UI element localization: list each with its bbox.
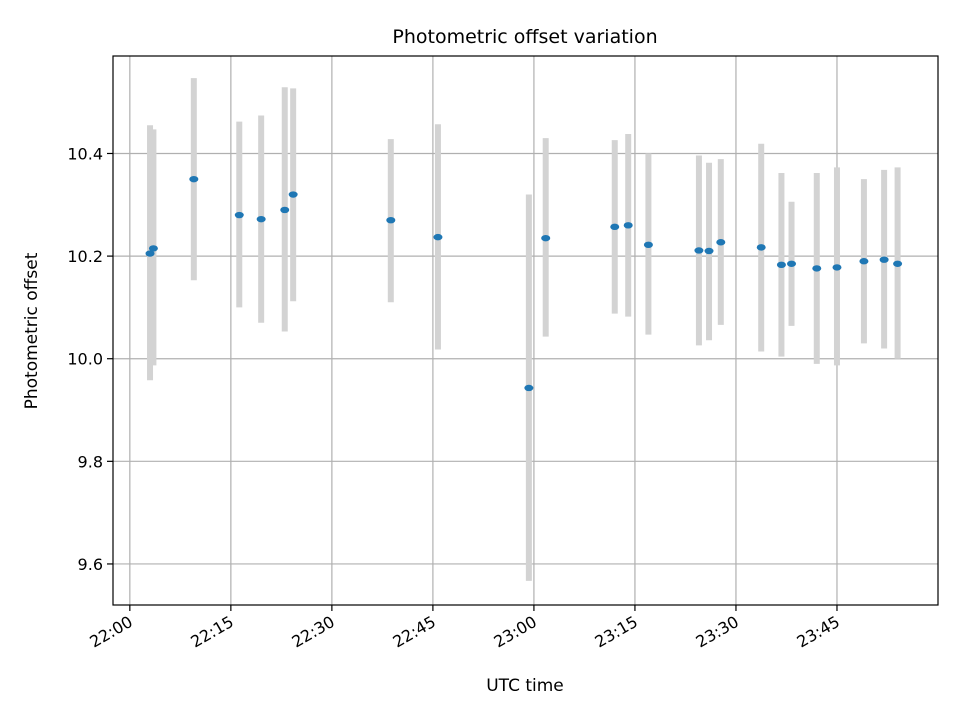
- data-point: [234, 211, 244, 219]
- data-point: [812, 265, 822, 272]
- y-tick-label: 10.4: [67, 144, 103, 163]
- data-point: [524, 384, 534, 392]
- y-tick-label: 10.0: [67, 350, 103, 369]
- data-point: [756, 244, 766, 251]
- plot-frame: [112, 55, 939, 606]
- y-tick-label: 10.2: [67, 247, 103, 266]
- grid-lines: [113, 56, 938, 605]
- data-point: [832, 264, 842, 271]
- y-tick-label: 9.8: [78, 452, 103, 471]
- y-axis-ticks: 9.6 9.8 10.0 10.2 10.4: [67, 144, 113, 574]
- data-point: [879, 256, 889, 263]
- data-point: [893, 260, 903, 267]
- data-point: [145, 250, 155, 257]
- x-axis-label: UTC time: [486, 676, 564, 696]
- data-point: [541, 234, 551, 242]
- data-point: [787, 260, 797, 267]
- data-point: [716, 239, 726, 246]
- data-point: [288, 191, 298, 198]
- data-point: [256, 215, 266, 223]
- data-point: [694, 247, 704, 254]
- data-point: [280, 206, 290, 214]
- data-point: [189, 175, 199, 183]
- data-point: [433, 233, 443, 241]
- data-point: [148, 245, 158, 252]
- data-point: [859, 258, 869, 265]
- data-point: [704, 247, 714, 255]
- y-axis-label: Photometric offset: [22, 252, 42, 409]
- data-point: [386, 216, 396, 224]
- y-tick-label: 9.6: [78, 555, 103, 574]
- data-point: [776, 261, 786, 269]
- data-points: [145, 175, 903, 392]
- data-point: [623, 222, 633, 229]
- chart-title: Photometric offset variation: [392, 26, 657, 48]
- data-point: [610, 223, 620, 231]
- data-point: [643, 241, 653, 249]
